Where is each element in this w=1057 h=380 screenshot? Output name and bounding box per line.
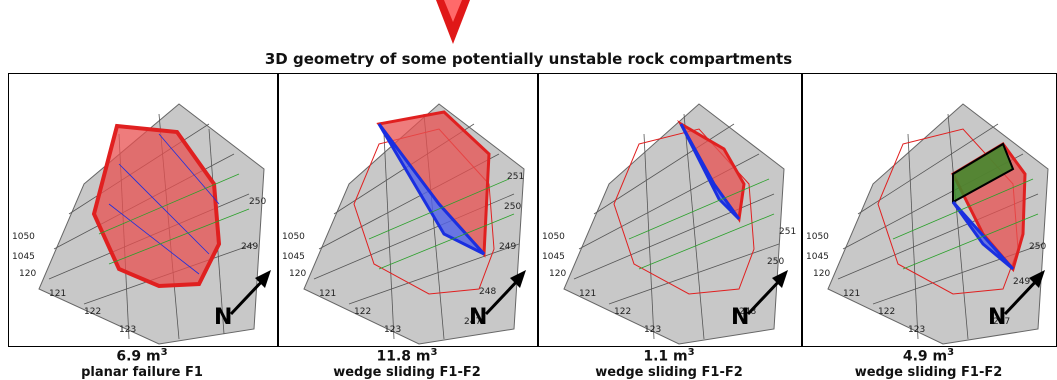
svg-text:1050: 1050	[12, 232, 35, 242]
svg-text:250: 250	[767, 257, 784, 267]
caption-4: 4.9 m3 wedge sliding F1-F2	[854, 347, 1003, 380]
panel-4-3d-model: 1050 1045 120 121 122 123 250 249 247 N	[806, 103, 1049, 345]
svg-text:123: 123	[119, 325, 136, 335]
svg-text:247: 247	[993, 317, 1010, 327]
svg-text:121: 121	[843, 289, 860, 299]
svg-text:250: 250	[1029, 242, 1046, 252]
svg-text:1045: 1045	[282, 252, 305, 262]
svg-text:249: 249	[241, 242, 258, 252]
svg-text:123: 123	[908, 325, 925, 335]
svg-text:1045: 1045	[806, 252, 829, 262]
caption-1: 6.9 m3 planar failure F1	[81, 347, 203, 380]
svg-text:123: 123	[384, 325, 401, 335]
svg-text:251: 251	[507, 172, 524, 182]
panel-3: 1050 1045 120 121 122 123 251 250 248 N	[538, 73, 802, 347]
north-label: N	[988, 305, 1006, 330]
north-label: N	[731, 305, 749, 330]
svg-text:250: 250	[249, 197, 266, 207]
svg-text:250: 250	[504, 202, 521, 212]
svg-text:1050: 1050	[282, 232, 305, 242]
panel-2: 1050 1045 120 121 122 123 251 250 249 24…	[278, 73, 538, 347]
svg-text:121: 121	[49, 289, 66, 299]
svg-text:248: 248	[479, 287, 496, 297]
caption-2: 11.8 m3 wedge sliding F1-F2	[333, 347, 481, 380]
svg-text:248: 248	[739, 307, 756, 317]
svg-text:121: 121	[579, 289, 596, 299]
svg-text:120: 120	[289, 269, 306, 279]
svg-text:247: 247	[464, 317, 481, 327]
svg-text:1045: 1045	[12, 252, 35, 262]
svg-text:1050: 1050	[542, 232, 565, 242]
panel-1: 1050 1045 120 121 122 123 250 249 N	[8, 73, 278, 347]
panel-3-3d-model: 1050 1045 120 121 122 123 251 250 248 N	[542, 103, 796, 345]
svg-text:123: 123	[644, 325, 661, 335]
north-label: N	[214, 305, 232, 330]
svg-text:251: 251	[779, 227, 796, 237]
panel-4: 1050 1045 120 121 122 123 250 249 247 N	[802, 73, 1057, 347]
panel-2-3d-model: 1050 1045 120 121 122 123 251 250 249 24…	[282, 103, 526, 345]
caption-3: 1.1 m3 wedge sliding F1-F2	[595, 347, 743, 380]
svg-text:1050: 1050	[806, 232, 829, 242]
svg-text:122: 122	[614, 307, 631, 317]
svg-text:120: 120	[813, 269, 830, 279]
svg-text:122: 122	[878, 307, 895, 317]
svg-text:122: 122	[354, 307, 371, 317]
svg-text:1045: 1045	[542, 252, 565, 262]
figure-title: 3D geometry of some potentially unstable…	[264, 50, 793, 68]
svg-text:249: 249	[499, 242, 516, 252]
svg-text:122: 122	[84, 307, 101, 317]
north-label: N	[469, 305, 487, 330]
indicator-arrow-icon	[436, 0, 470, 44]
svg-text:120: 120	[19, 269, 36, 279]
svg-text:121: 121	[319, 289, 336, 299]
svg-text:249: 249	[1013, 277, 1030, 287]
svg-text:120: 120	[549, 269, 566, 279]
panel-1-3d-model: 1050 1045 120 121 122 123 250 249 N	[12, 103, 271, 345]
